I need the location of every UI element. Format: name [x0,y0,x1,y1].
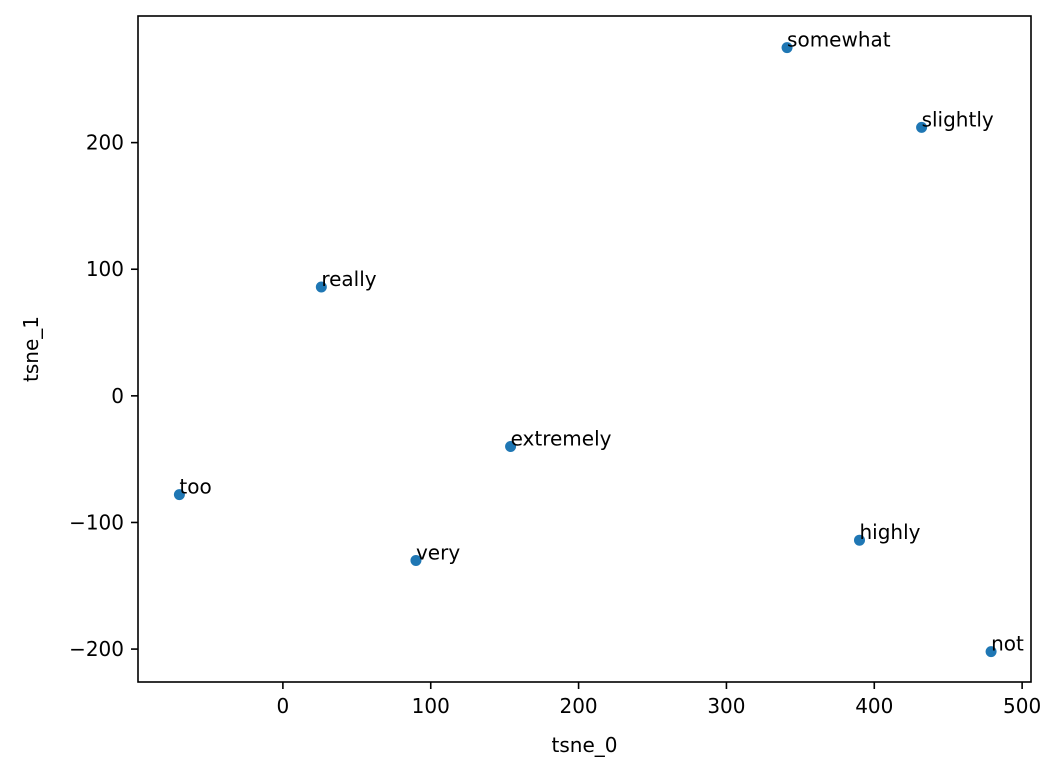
x-axis-label: tsne_0 [552,733,618,757]
data-points [173,42,997,658]
data-point [315,281,327,293]
x-axis-ticks: 0 100 200 300 400 500 [277,682,1041,718]
data-point [853,534,865,546]
x-tick-label: 200 [559,694,597,718]
y-tick-label: 100 [86,257,124,281]
x-tick-label: 500 [1003,694,1041,718]
point-label: very [416,540,460,564]
data-point [985,646,997,658]
x-tick-label: 300 [707,694,745,718]
y-tick-label: 200 [86,131,124,155]
data-point [410,554,422,566]
point-label: not [991,632,1024,656]
data-point [781,42,793,54]
plot-frame [137,15,1032,683]
data-point [916,121,928,133]
x-tick-label: 400 [855,694,893,718]
point-label: really [321,267,376,291]
point-label: slightly [922,107,994,131]
data-point [505,440,517,452]
y-axis-label: tsne_1 [19,316,43,382]
point-label: too [179,475,211,499]
plot-area [138,16,1031,682]
x-tick-label: 0 [277,694,290,718]
point-label: extremely [511,426,612,450]
data-point [173,489,185,501]
point-label: highly [859,520,920,544]
y-axis-ticks: −200 −100 0 100 200 [69,131,138,661]
y-tick-label: −100 [69,510,124,534]
y-tick-label: −200 [69,637,124,661]
x-tick-label: 100 [412,694,450,718]
y-tick-label: 0 [111,384,124,408]
point-labels: somewhat slightly really extremely too very hi… [179,28,1024,656]
point-label: somewhat [787,28,891,52]
